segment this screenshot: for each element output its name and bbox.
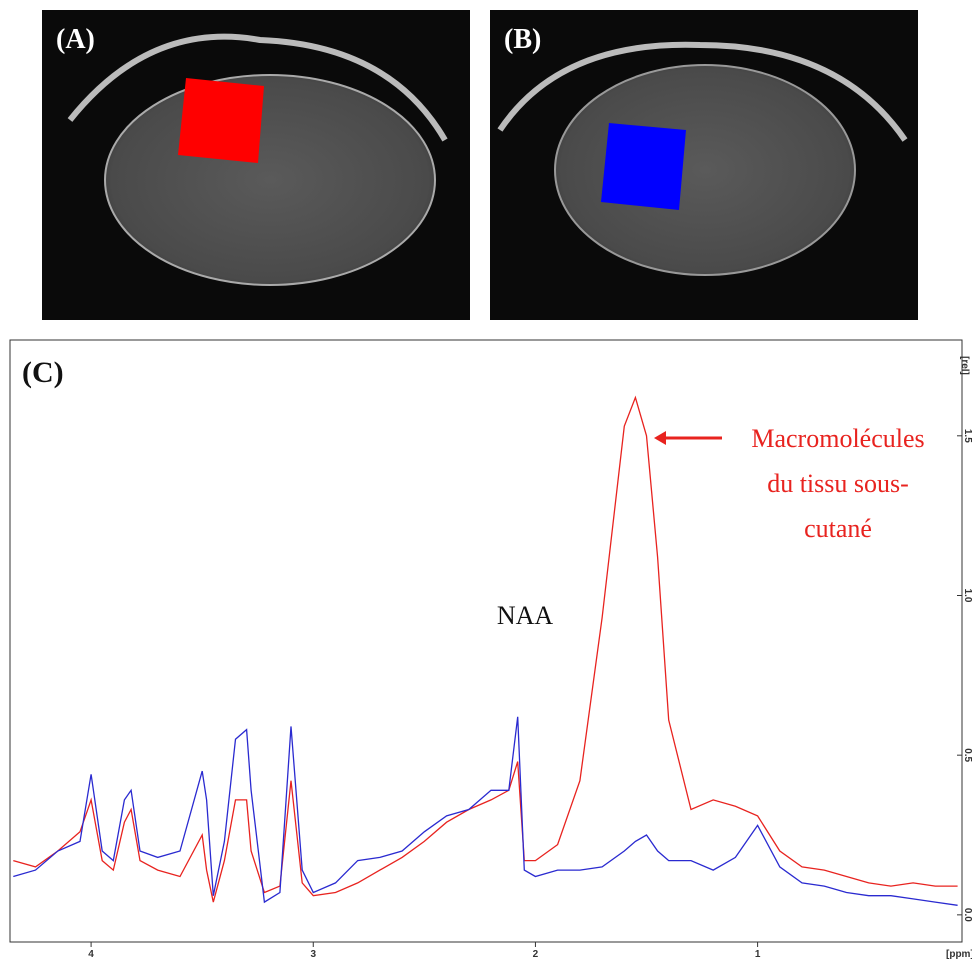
panel-label: (B)	[504, 24, 541, 55]
brain	[554, 64, 856, 276]
y-tick-label: 1.5	[962, 429, 972, 443]
spectrum-line	[13, 395, 958, 903]
mri-panel-b: (B)	[490, 10, 918, 320]
y-tick-label: 0.5	[962, 748, 972, 762]
y-tick-label: 1.0	[962, 589, 972, 603]
brain	[104, 74, 436, 286]
panel-label: (C)	[22, 356, 64, 389]
x-tick-label: 1	[755, 949, 761, 960]
roi	[601, 123, 686, 210]
x-axis-label: [ppm]	[946, 949, 972, 960]
annotation: cutané	[804, 514, 872, 543]
annotation: du tissu sous-	[767, 469, 909, 498]
x-tick-label: 3	[310, 949, 316, 960]
y-axis-label: [rel]	[959, 356, 970, 375]
x-tick-label: 4	[88, 949, 94, 960]
annotation: NAA	[497, 601, 554, 630]
panel-label: (A)	[56, 24, 95, 55]
x-tick-label: 2	[533, 949, 539, 960]
spectrum-line	[13, 716, 958, 906]
skull	[497, 41, 908, 142]
skull	[67, 33, 448, 142]
mri-panel-a: (A)	[42, 10, 470, 320]
roi	[178, 78, 264, 163]
plot-frame	[9, 339, 963, 943]
annotation-arrowhead	[654, 431, 666, 445]
y-tick-label: 0.0	[962, 908, 972, 922]
annotation: Macromolécules	[751, 424, 924, 453]
